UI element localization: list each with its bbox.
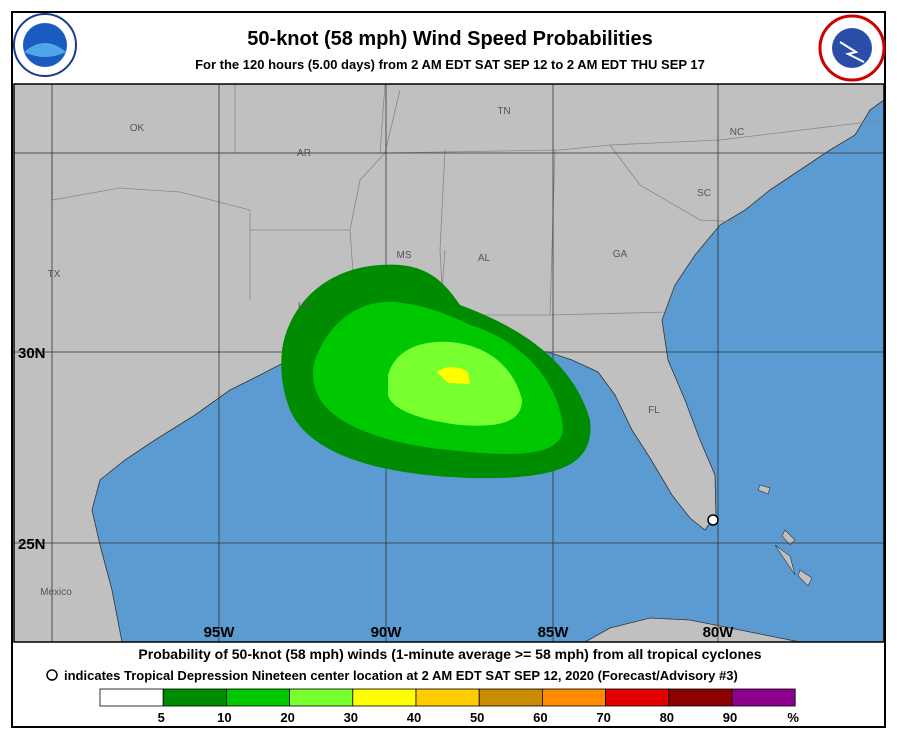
- legend-swatch: [225, 688, 290, 707]
- legend-swatch: [478, 688, 543, 707]
- lon-label: 80W: [703, 624, 735, 641]
- legend-label: 70: [596, 710, 610, 725]
- lat-label: 30N: [18, 345, 46, 362]
- region-label: TX: [48, 269, 61, 280]
- legend-label: 40: [407, 710, 421, 725]
- legend-label: 5: [158, 710, 165, 725]
- legend-swatch: [352, 688, 417, 707]
- region-label: MS: [397, 250, 412, 261]
- legend-label: 80: [660, 710, 674, 725]
- region-labels: OK AR TN NC SC MS AL GA TX LA FL Mexico: [40, 106, 744, 598]
- cuba: [584, 617, 801, 642]
- storm-center: [707, 514, 719, 526]
- region-label: AL: [478, 253, 491, 264]
- nws-logo: [818, 14, 886, 82]
- subtitle: For the 120 hours (5.00 days) from 2 AM …: [195, 57, 705, 72]
- lon-label: 90W: [371, 624, 403, 641]
- legend-swatch: [99, 688, 164, 707]
- bahamas: [757, 484, 813, 587]
- legend-label: %: [787, 710, 799, 725]
- legend-swatch: [162, 688, 227, 707]
- region-label: FL: [648, 405, 660, 416]
- legend-label: 50: [470, 710, 484, 725]
- contour-30: [437, 367, 470, 384]
- center-icon: [46, 669, 58, 681]
- legend-label: 10: [217, 710, 231, 725]
- contour-20: [388, 341, 522, 426]
- region-label: OK: [130, 123, 145, 134]
- legend-swatch: [731, 688, 796, 707]
- lat-label: 25N: [18, 536, 46, 553]
- lon-label: 85W: [538, 624, 570, 641]
- legend-swatch: [542, 688, 607, 707]
- legend-swatch: [415, 688, 480, 707]
- legend-swatch: [605, 688, 670, 707]
- region-label: SC: [697, 188, 711, 199]
- probability-contours: [281, 264, 591, 479]
- region-label: TN: [497, 106, 510, 117]
- legend-swatch: [668, 688, 733, 707]
- region-label: LA: [298, 301, 311, 312]
- region-label: NC: [730, 127, 744, 138]
- map-border: [13, 83, 885, 643]
- legend-label: 60: [533, 710, 547, 725]
- region-label: AR: [297, 148, 311, 159]
- noaa-logo: [13, 13, 77, 77]
- legend-label: 20: [280, 710, 294, 725]
- footer-line: Probability of 50-knot (58 mph) winds (1…: [138, 646, 761, 662]
- legend-label: 90: [723, 710, 737, 725]
- legend: 5 10 20 30 40 50 60 70 80 90%: [99, 688, 799, 725]
- land: [14, 84, 884, 642]
- lon-label: 95W: [204, 624, 236, 641]
- footer-line: indicates Tropical Depression Nineteen c…: [64, 668, 738, 683]
- legend-swatch: [289, 688, 354, 707]
- region-label: Mexico: [40, 587, 72, 598]
- map: OK AR TN NC SC MS AL GA TX LA FL Mexico …: [14, 84, 884, 642]
- legend-label: 30: [344, 710, 358, 725]
- title: 50-knot (58 mph) Wind Speed Probabilitie…: [247, 28, 652, 50]
- region-label: GA: [613, 249, 628, 260]
